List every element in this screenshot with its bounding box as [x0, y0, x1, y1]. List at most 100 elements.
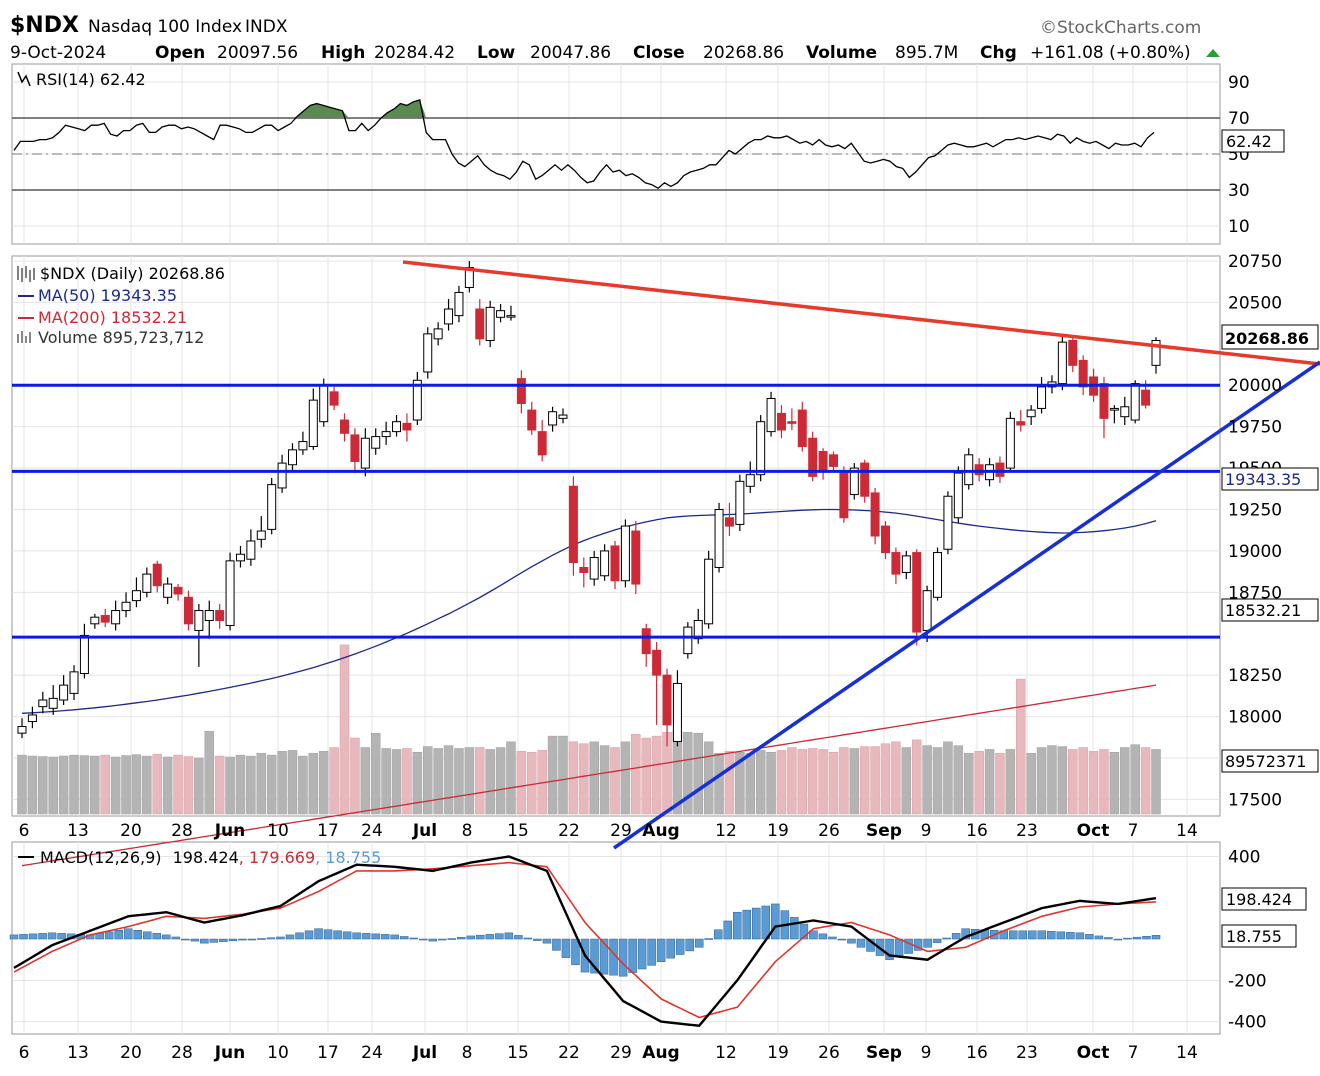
macd-histogram-bar — [133, 930, 142, 940]
quote-date: 9-Oct-2024 — [10, 43, 106, 63]
candle-up — [256, 530, 266, 540]
macd-histogram-bar — [885, 938, 894, 960]
candle-up — [235, 553, 245, 562]
volume-bar — [412, 752, 423, 815]
candle-up — [953, 472, 963, 519]
price-tick-label: 20750 — [1228, 252, 1282, 272]
candle-up — [27, 714, 37, 723]
volume-bar — [162, 756, 173, 815]
candle-up — [204, 610, 214, 621]
volume-bar — [787, 747, 797, 815]
candle-down — [1016, 421, 1026, 426]
volume-bar — [1036, 747, 1047, 815]
x-tick-label: 20 — [120, 821, 142, 841]
volume-bar — [766, 752, 776, 815]
last-price-box — [1221, 324, 1319, 350]
candle-down — [662, 674, 672, 726]
candle-up — [59, 684, 69, 701]
volume-bar — [464, 747, 475, 815]
candle-up — [620, 525, 630, 582]
macd-panel — [9, 855, 1161, 1027]
macd-histogram-bar — [837, 938, 847, 941]
rsi-tick-label: 30 — [1228, 181, 1250, 201]
volume-bar — [797, 749, 808, 815]
candle-up — [308, 399, 318, 448]
open-label: Open — [155, 43, 205, 63]
candle-up — [194, 610, 204, 631]
macd-legend-hist: 18.755 — [325, 848, 381, 867]
up-arrow-icon — [1206, 49, 1220, 57]
macd-histogram-bar — [799, 923, 809, 940]
volume-bar — [266, 754, 277, 815]
rsi-tick-label: 90 — [1228, 73, 1250, 93]
price-tick-label: 18000 — [1228, 708, 1282, 728]
volume-bar — [246, 755, 256, 815]
candle-up — [1120, 406, 1130, 418]
candle-down — [828, 454, 838, 467]
low-value: 20047.86 — [530, 43, 611, 63]
macd-legend: MACD(12,26,9) 198.424, 179.669, 18.755 — [18, 848, 381, 867]
macd-histogram-bar — [533, 938, 542, 941]
rsi-overbought-fill — [381, 100, 427, 118]
candle-up — [704, 558, 714, 625]
x-tick-label: 28 — [171, 821, 193, 841]
candle-up — [933, 552, 943, 598]
rsi-tick-label: 70 — [1228, 109, 1250, 129]
candle-down — [537, 431, 547, 456]
volume-bar — [38, 756, 48, 815]
candle-down — [516, 378, 526, 404]
resistance-trendline — [402, 260, 1320, 366]
volume-bar — [974, 751, 984, 815]
macd-histogram-bar — [238, 938, 247, 941]
macd-tag: 198.424 — [1221, 887, 1307, 911]
candle-up — [163, 583, 173, 598]
volume-bar — [235, 754, 246, 815]
ma50-legend-text: MA(50) 19343.35 — [38, 286, 177, 305]
volume-bar — [527, 752, 537, 815]
macd-histogram-bar — [466, 935, 476, 940]
macd-tick-label: 400 — [1228, 847, 1260, 867]
volume-tag-text: 89572371 — [1225, 752, 1306, 771]
volume-bar — [818, 749, 828, 815]
x-tick-label: 14 — [1176, 821, 1198, 841]
candle-down — [568, 485, 578, 564]
macd-histogram-bar — [552, 938, 561, 951]
hist-tag-text: 18.755 — [1226, 927, 1282, 946]
macd-histogram-bar — [675, 938, 685, 955]
volume-bar — [204, 731, 215, 815]
candle-up — [464, 267, 474, 288]
candle-down — [974, 464, 984, 476]
candle-down — [1078, 359, 1088, 388]
x-tick-label: 10 — [267, 821, 289, 841]
candle-up — [412, 379, 422, 421]
candle-up — [1151, 339, 1161, 366]
volume-bar — [984, 749, 995, 815]
chg-value: +161.08 (+0.80%) — [1030, 43, 1191, 63]
macd-histogram-bar — [285, 934, 295, 940]
high-value: 20284.42 — [374, 43, 455, 63]
candle-down — [839, 472, 849, 519]
candle-down — [995, 462, 1005, 477]
macd-histogram-bar — [951, 933, 961, 940]
x-tick-label: Oct — [1077, 1043, 1110, 1063]
volume-bar — [807, 748, 818, 815]
volume-bar — [506, 741, 516, 815]
ma200-legend-text: MA(200) 18532.21 — [38, 308, 187, 327]
volume-bar — [953, 745, 964, 815]
macd-histogram-bar — [219, 938, 228, 942]
candle-up — [90, 616, 100, 625]
macd-histogram-bar — [628, 938, 637, 973]
volume-bar — [121, 755, 131, 815]
macd-histogram-bar — [495, 933, 504, 940]
volume-bar — [1078, 747, 1088, 815]
volume-bar — [443, 745, 454, 815]
rsi-panel — [12, 99, 1220, 191]
candle-up — [38, 699, 48, 708]
exchange: INDX — [245, 17, 288, 37]
x-tick-label: 20 — [120, 1043, 142, 1063]
macd-legend-sep1: , — [239, 848, 249, 867]
price-panel-frame — [11, 255, 1221, 817]
volume-bar — [58, 755, 69, 815]
macd-histogram-bar — [342, 931, 352, 940]
macd-histogram-bar — [304, 930, 314, 940]
